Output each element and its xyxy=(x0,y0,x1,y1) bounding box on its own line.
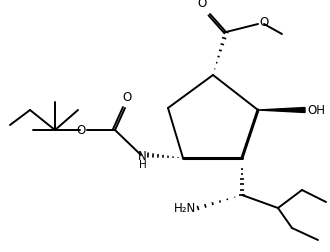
Text: O: O xyxy=(259,16,268,29)
Text: O: O xyxy=(77,123,86,137)
Text: O: O xyxy=(122,91,132,104)
Polygon shape xyxy=(258,108,305,112)
Text: O: O xyxy=(198,0,207,10)
Text: H₂N: H₂N xyxy=(174,202,196,214)
Text: OH: OH xyxy=(307,104,325,116)
Text: N: N xyxy=(138,149,147,163)
Text: H: H xyxy=(139,160,147,170)
